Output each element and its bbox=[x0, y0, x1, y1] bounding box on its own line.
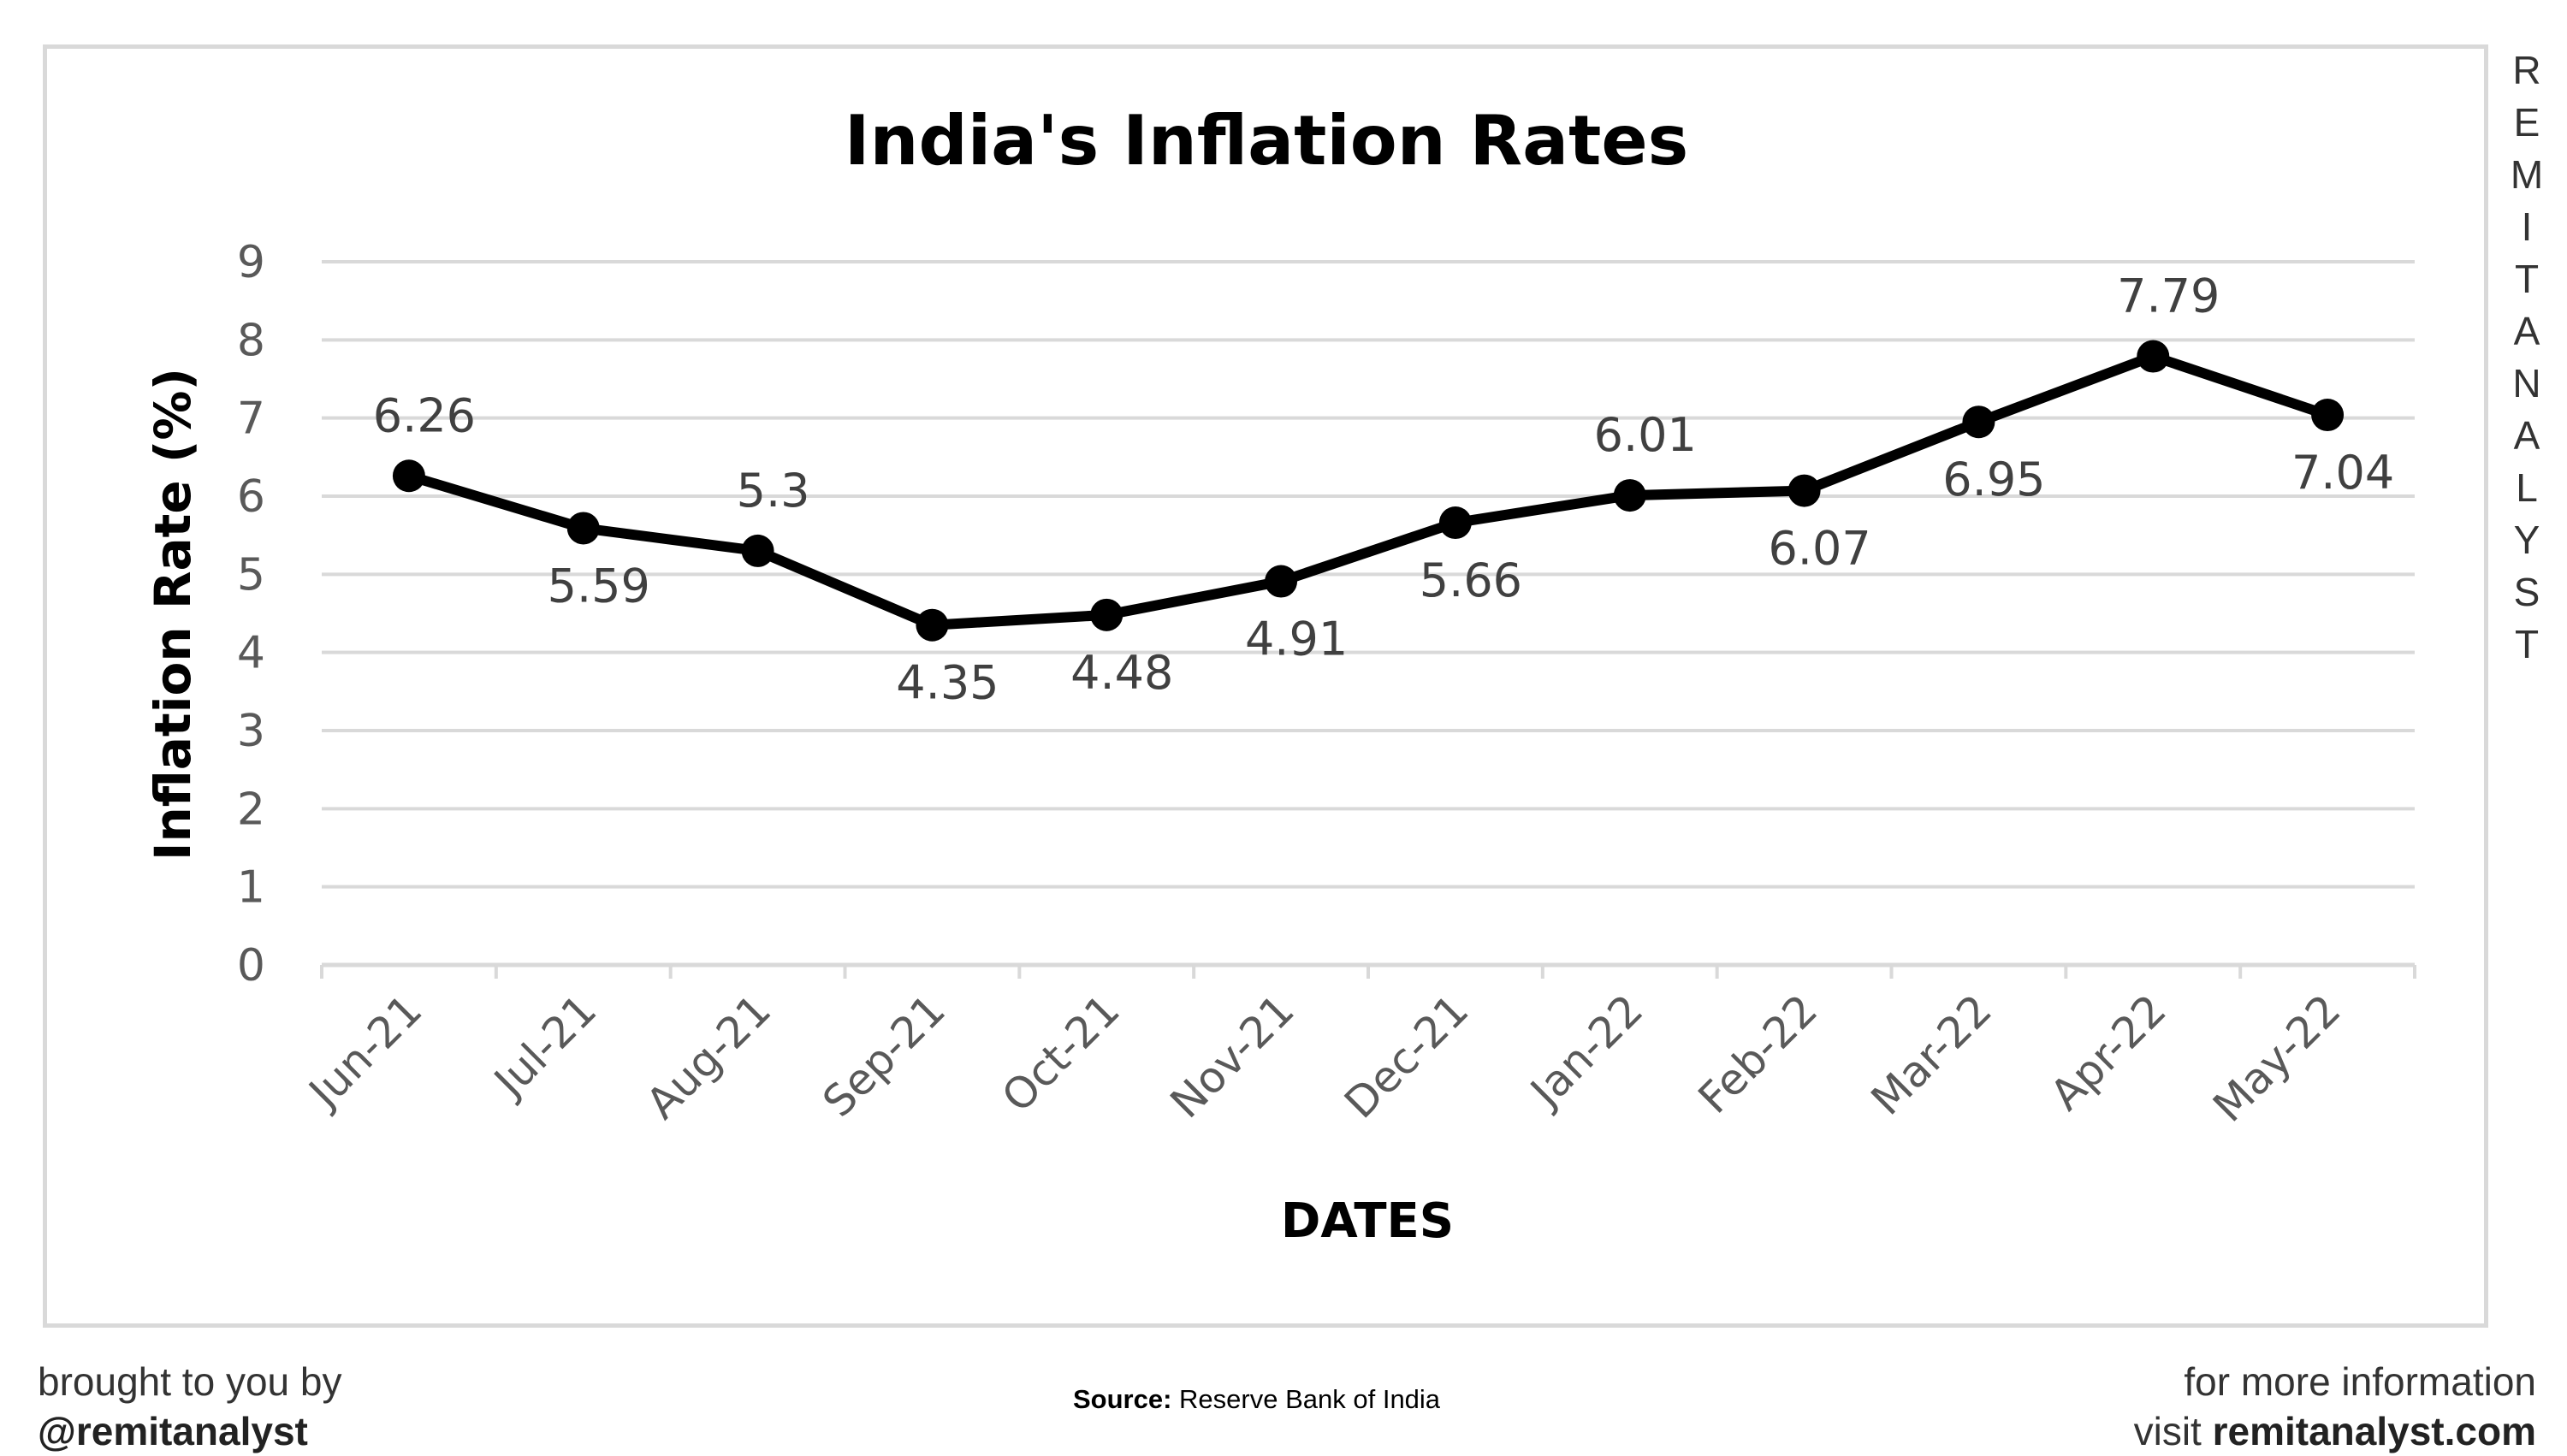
watermark-letter: R bbox=[2512, 48, 2541, 92]
chart-frame bbox=[43, 44, 2488, 1328]
data-label: 4.91 bbox=[1245, 613, 1348, 666]
data-point bbox=[916, 608, 949, 642]
footer-info: for more information visit remitanalyst.… bbox=[2134, 1357, 2536, 1456]
y-tick-label: 6 bbox=[237, 471, 265, 523]
x-tick-label: Apr-22 bbox=[2041, 985, 2176, 1120]
data-point bbox=[566, 512, 600, 545]
data-label: 5.3 bbox=[737, 464, 810, 518]
chart-title: India's Inflation Rates bbox=[845, 101, 1688, 181]
y-tick-label: 3 bbox=[237, 706, 265, 757]
x-tick-label: Jan-22 bbox=[1520, 985, 1652, 1117]
x-tick-label: Mar-22 bbox=[1862, 985, 2001, 1124]
watermark-letter: T bbox=[2514, 622, 2540, 666]
data-label: 5.59 bbox=[548, 559, 650, 613]
y-axis-label: Inflation Rate (%) bbox=[144, 368, 202, 861]
footer-credit: brought to you by @remitanalyst bbox=[38, 1357, 341, 1456]
x-tick-label: Dec-21 bbox=[1335, 985, 1478, 1128]
x-axis-label: DATES bbox=[1281, 1193, 1454, 1249]
info-site-line: visit remitanalyst.com bbox=[2134, 1406, 2536, 1456]
x-tick-label: Oct-21 bbox=[993, 985, 1129, 1122]
data-point bbox=[2137, 340, 2170, 373]
data-label: 6.26 bbox=[373, 388, 476, 442]
x-tick-label: Jul-21 bbox=[483, 985, 607, 1108]
data-point bbox=[1438, 506, 1472, 540]
y-tick-label: 9 bbox=[237, 237, 265, 288]
y-tick-label: 5 bbox=[237, 549, 265, 601]
watermark-letter: A bbox=[2513, 413, 2540, 458]
y-tick-label: 4 bbox=[237, 628, 265, 679]
data-label: 4.35 bbox=[896, 656, 999, 710]
watermark-letter: Y bbox=[2513, 518, 2540, 562]
data-label: 5.66 bbox=[1420, 553, 1522, 607]
watermark-letter: A bbox=[2513, 309, 2540, 353]
watermark-letter: L bbox=[2516, 465, 2538, 510]
data-point bbox=[1613, 479, 1646, 512]
x-tick-label: Sep-21 bbox=[814, 985, 955, 1126]
data-label: 6.95 bbox=[1942, 453, 2045, 506]
x-tick-label: Feb-22 bbox=[1689, 985, 1827, 1122]
watermark-letter: I bbox=[2521, 204, 2533, 249]
data-point bbox=[1090, 598, 1123, 631]
data-point bbox=[1787, 474, 1821, 507]
watermark-letter: E bbox=[2513, 100, 2540, 145]
source-text: Reserve Bank of India bbox=[1179, 1384, 1441, 1414]
x-tick-label: Aug-21 bbox=[637, 985, 780, 1128]
info-text: for more information bbox=[2184, 1359, 2536, 1404]
y-tick-label: 8 bbox=[237, 315, 265, 366]
watermark-letter: S bbox=[2513, 570, 2540, 614]
data-point bbox=[1962, 405, 1995, 439]
data-label: 7.04 bbox=[2291, 446, 2394, 500]
data-point bbox=[1265, 565, 1298, 598]
site-link[interactable]: remitanalyst.com bbox=[2212, 1409, 2536, 1453]
watermark-letter: T bbox=[2514, 257, 2540, 301]
credit-text: brought to you by bbox=[38, 1359, 342, 1404]
x-tick-label: Jun-21 bbox=[298, 985, 431, 1118]
data-point bbox=[2311, 399, 2345, 432]
watermark-letter: N bbox=[2512, 361, 2541, 405]
y-tick-label: 2 bbox=[237, 784, 265, 835]
data-label: 4.48 bbox=[1070, 646, 1173, 700]
x-tick-label: May-22 bbox=[2203, 985, 2350, 1131]
data-point bbox=[741, 534, 774, 567]
source-label: Source: bbox=[1073, 1384, 1172, 1414]
data-label: 6.01 bbox=[1594, 408, 1697, 462]
data-label: 7.79 bbox=[2117, 269, 2220, 323]
series-line bbox=[403, 351, 2333, 630]
y-tick-label: 0 bbox=[237, 940, 265, 991]
watermark-letter: M bbox=[2510, 152, 2544, 197]
visit-text: visit bbox=[2133, 1409, 2202, 1453]
credit-handle: @remitanalyst bbox=[38, 1409, 308, 1453]
data-label: 6.07 bbox=[1768, 522, 1870, 576]
data-point bbox=[392, 459, 425, 493]
source-note: Source: Reserve Bank of India bbox=[1073, 1384, 1440, 1415]
y-tick-label: 7 bbox=[237, 394, 265, 445]
x-tick-label: Nov-21 bbox=[1161, 985, 1304, 1128]
y-tick-label: 1 bbox=[237, 862, 265, 914]
